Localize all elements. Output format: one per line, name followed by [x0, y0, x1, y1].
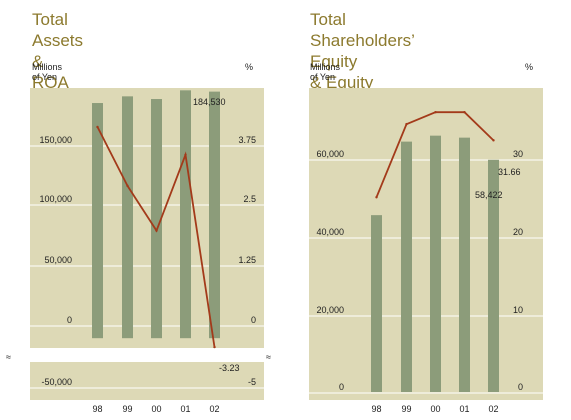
data-label: 184,530 [193, 97, 226, 107]
y2-tick-label: -5 [248, 377, 256, 387]
y2-tick-label: 0 [518, 382, 523, 392]
x-tick-label: 98 [92, 404, 102, 414]
right-axis-unit: % [245, 62, 254, 72]
x-tick-label: 01 [180, 404, 190, 414]
chart-title: Total Assets & ROA [32, 10, 84, 92]
y-tick-label: 60,000 [316, 149, 344, 159]
left-axis-unit: Millions of Yen [310, 62, 341, 82]
right-axis-unit: % [525, 62, 534, 72]
x-tick-label: 02 [209, 404, 219, 414]
x-tick-label: 01 [459, 404, 469, 414]
y2-tick-label: 20 [513, 227, 523, 237]
data-label: 58,422 [475, 190, 503, 200]
x-tick-label: 02 [488, 404, 498, 414]
line-point [375, 196, 378, 199]
bar [209, 91, 220, 339]
x-tick-label: 99 [401, 404, 411, 414]
y2-tick-label: 30 [513, 149, 523, 159]
axis-break-mark: ≈ [6, 352, 11, 362]
bar [151, 99, 162, 339]
data-label: -3.23 [219, 363, 240, 373]
left-axis-unit: Millions of Yen [32, 62, 63, 82]
x-tick-label: 00 [151, 404, 161, 414]
y2-tick-label: 2.5 [243, 194, 256, 204]
y-tick-label: 40,000 [316, 227, 344, 237]
bar [401, 141, 412, 392]
y-tick-label: -50,000 [41, 377, 72, 387]
y2-tick-label: 1.25 [238, 255, 256, 265]
y2-tick-label: 0 [251, 315, 256, 325]
y-tick-label: 50,000 [44, 255, 72, 265]
line-point [126, 184, 129, 188]
line-point [213, 345, 216, 349]
x-tick-label: 98 [371, 404, 381, 414]
line-point [184, 153, 187, 156]
y-tick-label: 150,000 [39, 135, 72, 145]
line-point [463, 111, 466, 114]
axis-break-band [30, 348, 264, 362]
axis-break-mark: ≈ [266, 352, 271, 362]
line-point [492, 139, 495, 142]
bar [122, 96, 133, 339]
y2-tick-label: 10 [513, 305, 523, 315]
line-point [96, 125, 99, 129]
plot-background [309, 88, 543, 400]
bar [488, 159, 499, 392]
bar [430, 135, 441, 392]
assets-roa-plot: 150,000 100,000 50,000 0 -50,000 3.75 2.5 1.25 0… [6, 88, 271, 414]
line-point [434, 111, 437, 114]
line-point [405, 122, 408, 126]
bar [459, 137, 470, 392]
bar [371, 215, 382, 392]
y-tick-label: 0 [67, 315, 72, 325]
x-tick-label: 99 [122, 404, 132, 414]
bar [92, 103, 103, 339]
bar [180, 90, 191, 339]
y-tick-label: 0 [339, 382, 344, 392]
y-tick-label: 100,000 [39, 194, 72, 204]
x-tick-label: 00 [430, 404, 440, 414]
data-label: 31.66 [498, 167, 521, 177]
line-point [155, 229, 158, 232]
y2-tick-label: 3.75 [238, 135, 256, 145]
y-tick-label: 20,000 [316, 305, 344, 315]
